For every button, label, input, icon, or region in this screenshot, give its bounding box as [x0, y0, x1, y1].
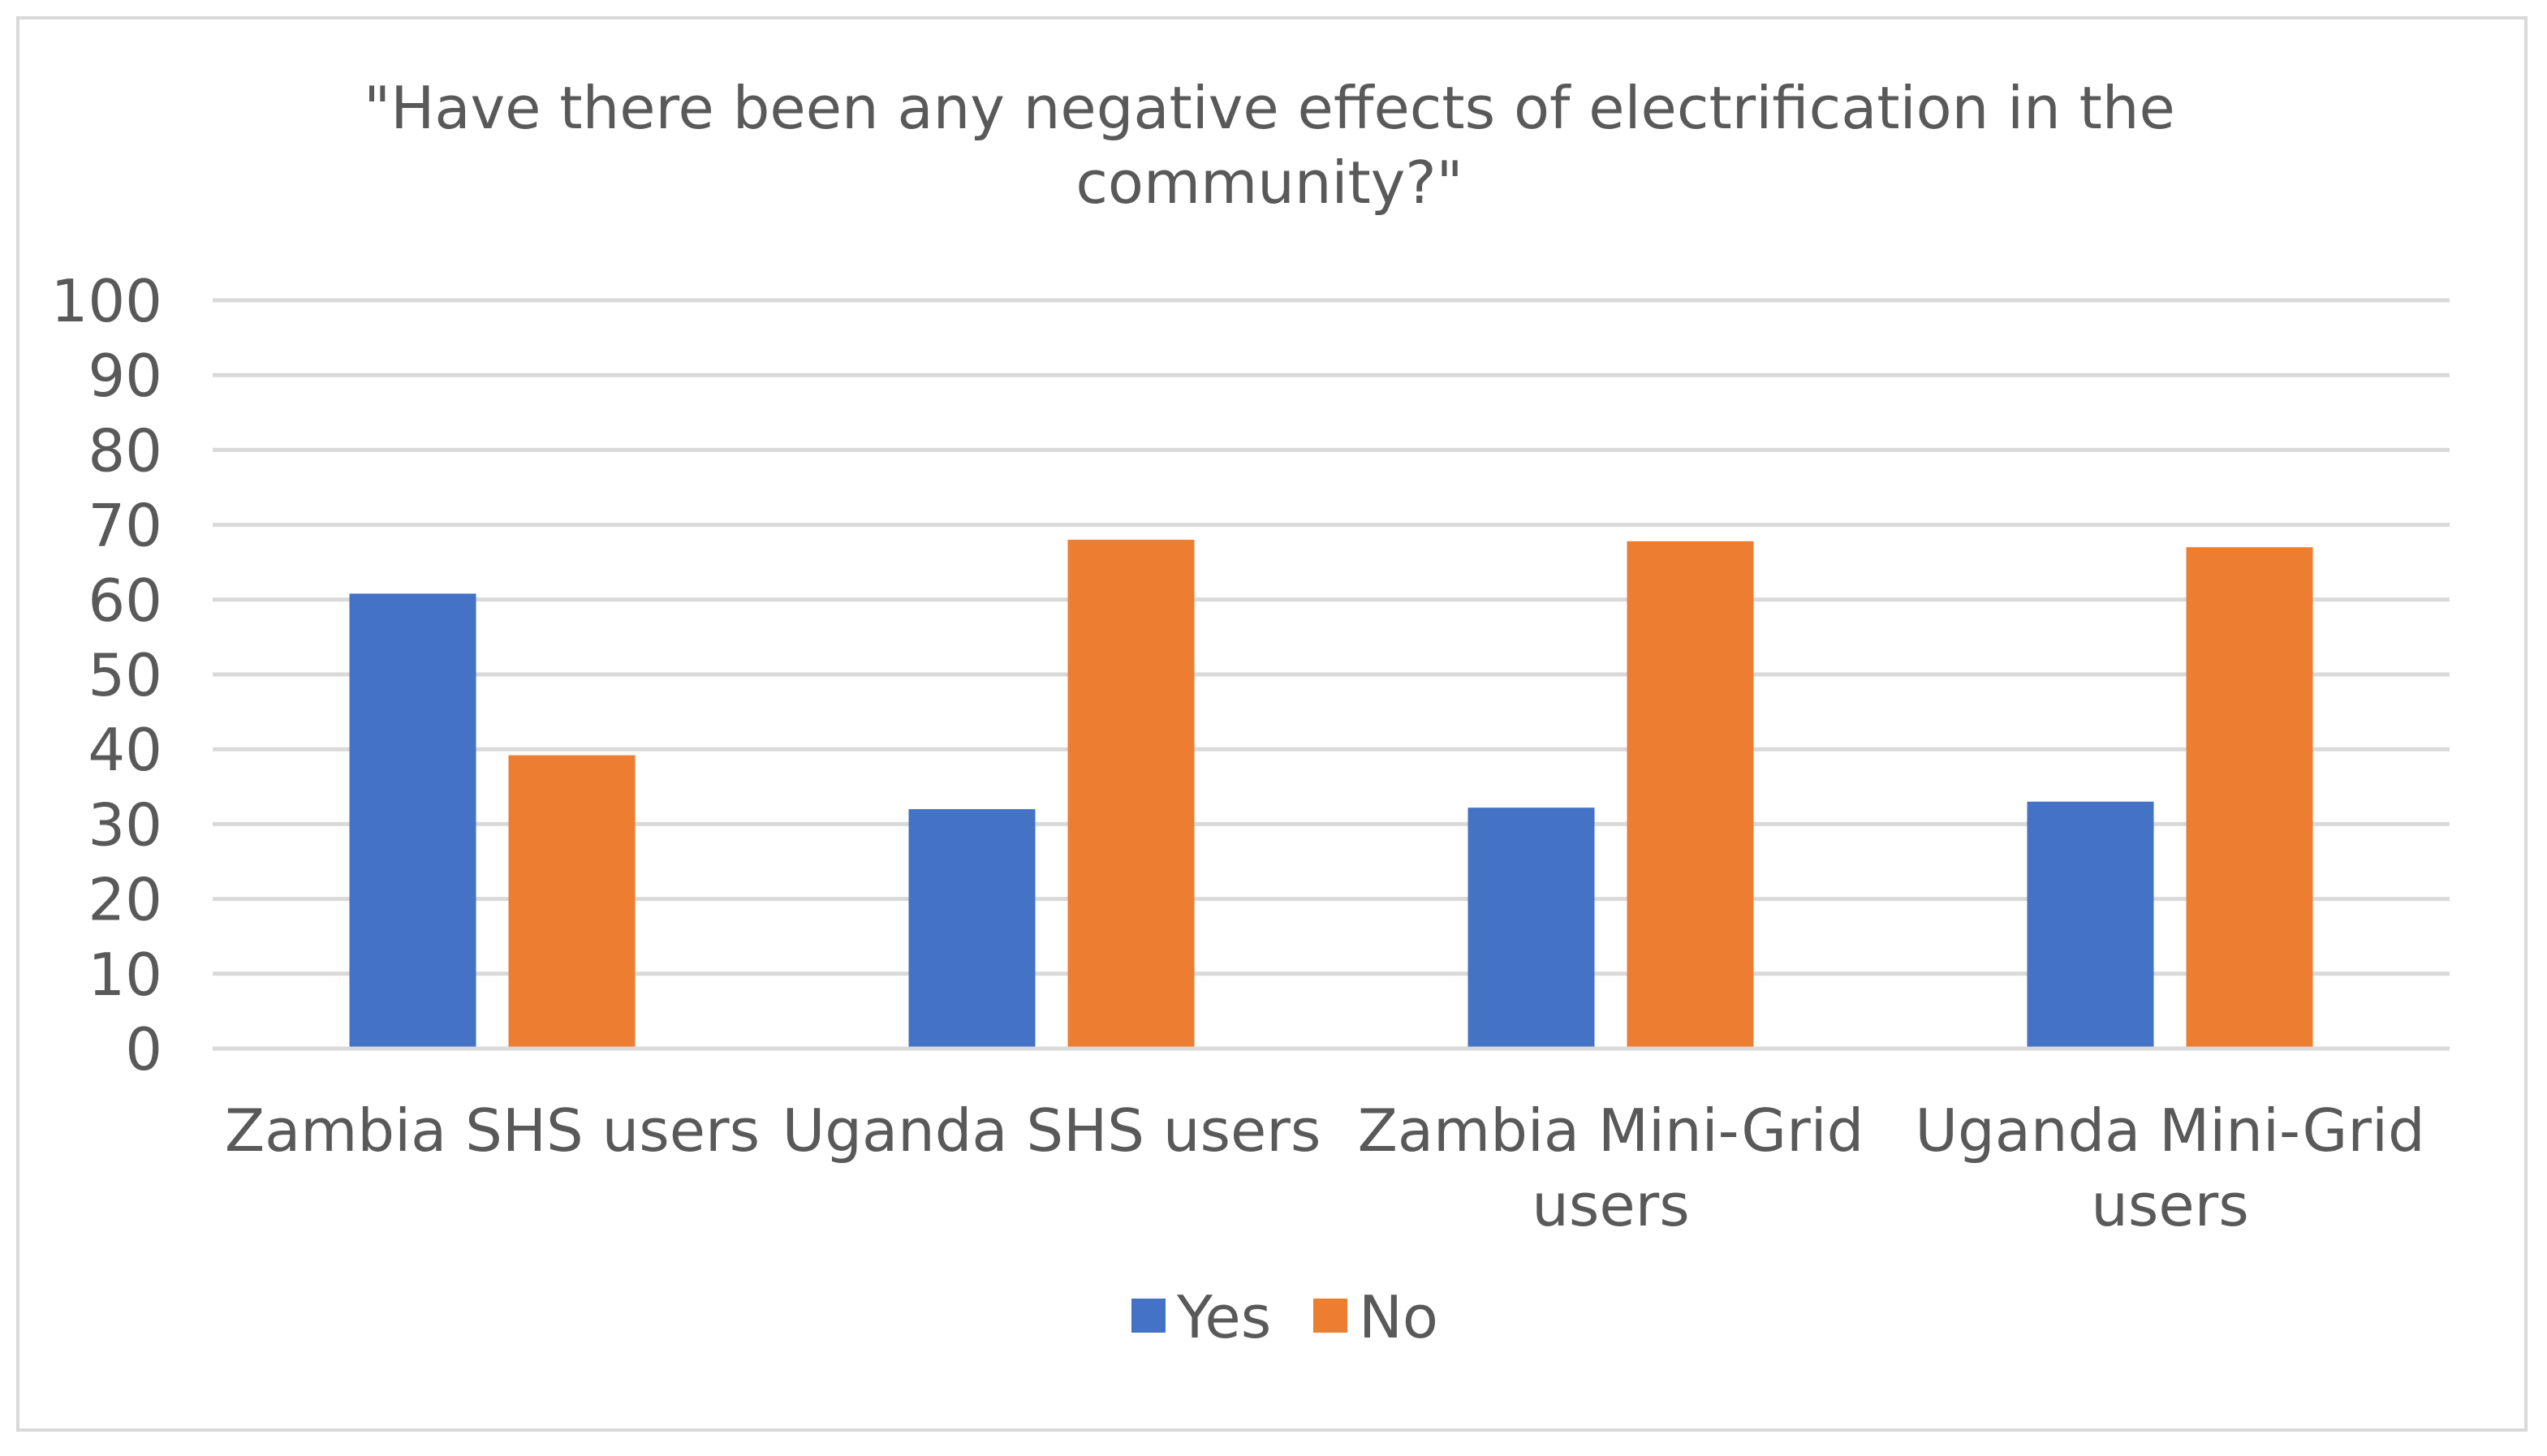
- y-tick-label: 100: [51, 267, 162, 335]
- x-category-label: users: [2091, 1171, 2249, 1239]
- legend-swatch-no: [1313, 1299, 1347, 1333]
- bar-yes-1: [349, 593, 476, 1049]
- bar-no-1: [508, 755, 636, 1049]
- bar-no-2: [1067, 540, 1195, 1049]
- bar-no-4: [2186, 547, 2313, 1049]
- y-tick-label: 20: [88, 866, 162, 934]
- bar-yes-2: [908, 808, 1036, 1049]
- bar-no-3: [1627, 541, 1754, 1049]
- chart-title-line: "Have there been any negative effects of…: [364, 74, 2175, 142]
- y-tick-label: 70: [88, 492, 162, 560]
- y-tick-label: 40: [88, 716, 162, 784]
- y-tick-label: 30: [88, 790, 162, 859]
- legend-swatch-yes: [1131, 1299, 1166, 1333]
- y-tick-label: 80: [88, 416, 162, 485]
- x-category-label: Uganda SHS users: [782, 1096, 1321, 1165]
- y-tick-label: 50: [88, 641, 162, 709]
- bar-yes-3: [1467, 808, 1595, 1049]
- y-tick-label: 0: [125, 1015, 162, 1083]
- x-category-label: Zambia Mini-Grid: [1358, 1096, 1864, 1165]
- x-category-label: Uganda Mini-Grid: [1915, 1096, 2424, 1165]
- x-category-label: users: [1532, 1171, 1690, 1239]
- x-category-label: Zambia SHS users: [225, 1096, 760, 1165]
- y-tick-label: 60: [88, 566, 162, 635]
- y-tick-label: 90: [88, 342, 162, 410]
- legend-label-yes: Yes: [1176, 1283, 1271, 1351]
- legend-label-no: No: [1359, 1283, 1438, 1351]
- bar-yes-4: [2027, 801, 2154, 1049]
- chart-title-line: community?": [1075, 149, 1463, 217]
- y-tick-label: 10: [88, 941, 162, 1009]
